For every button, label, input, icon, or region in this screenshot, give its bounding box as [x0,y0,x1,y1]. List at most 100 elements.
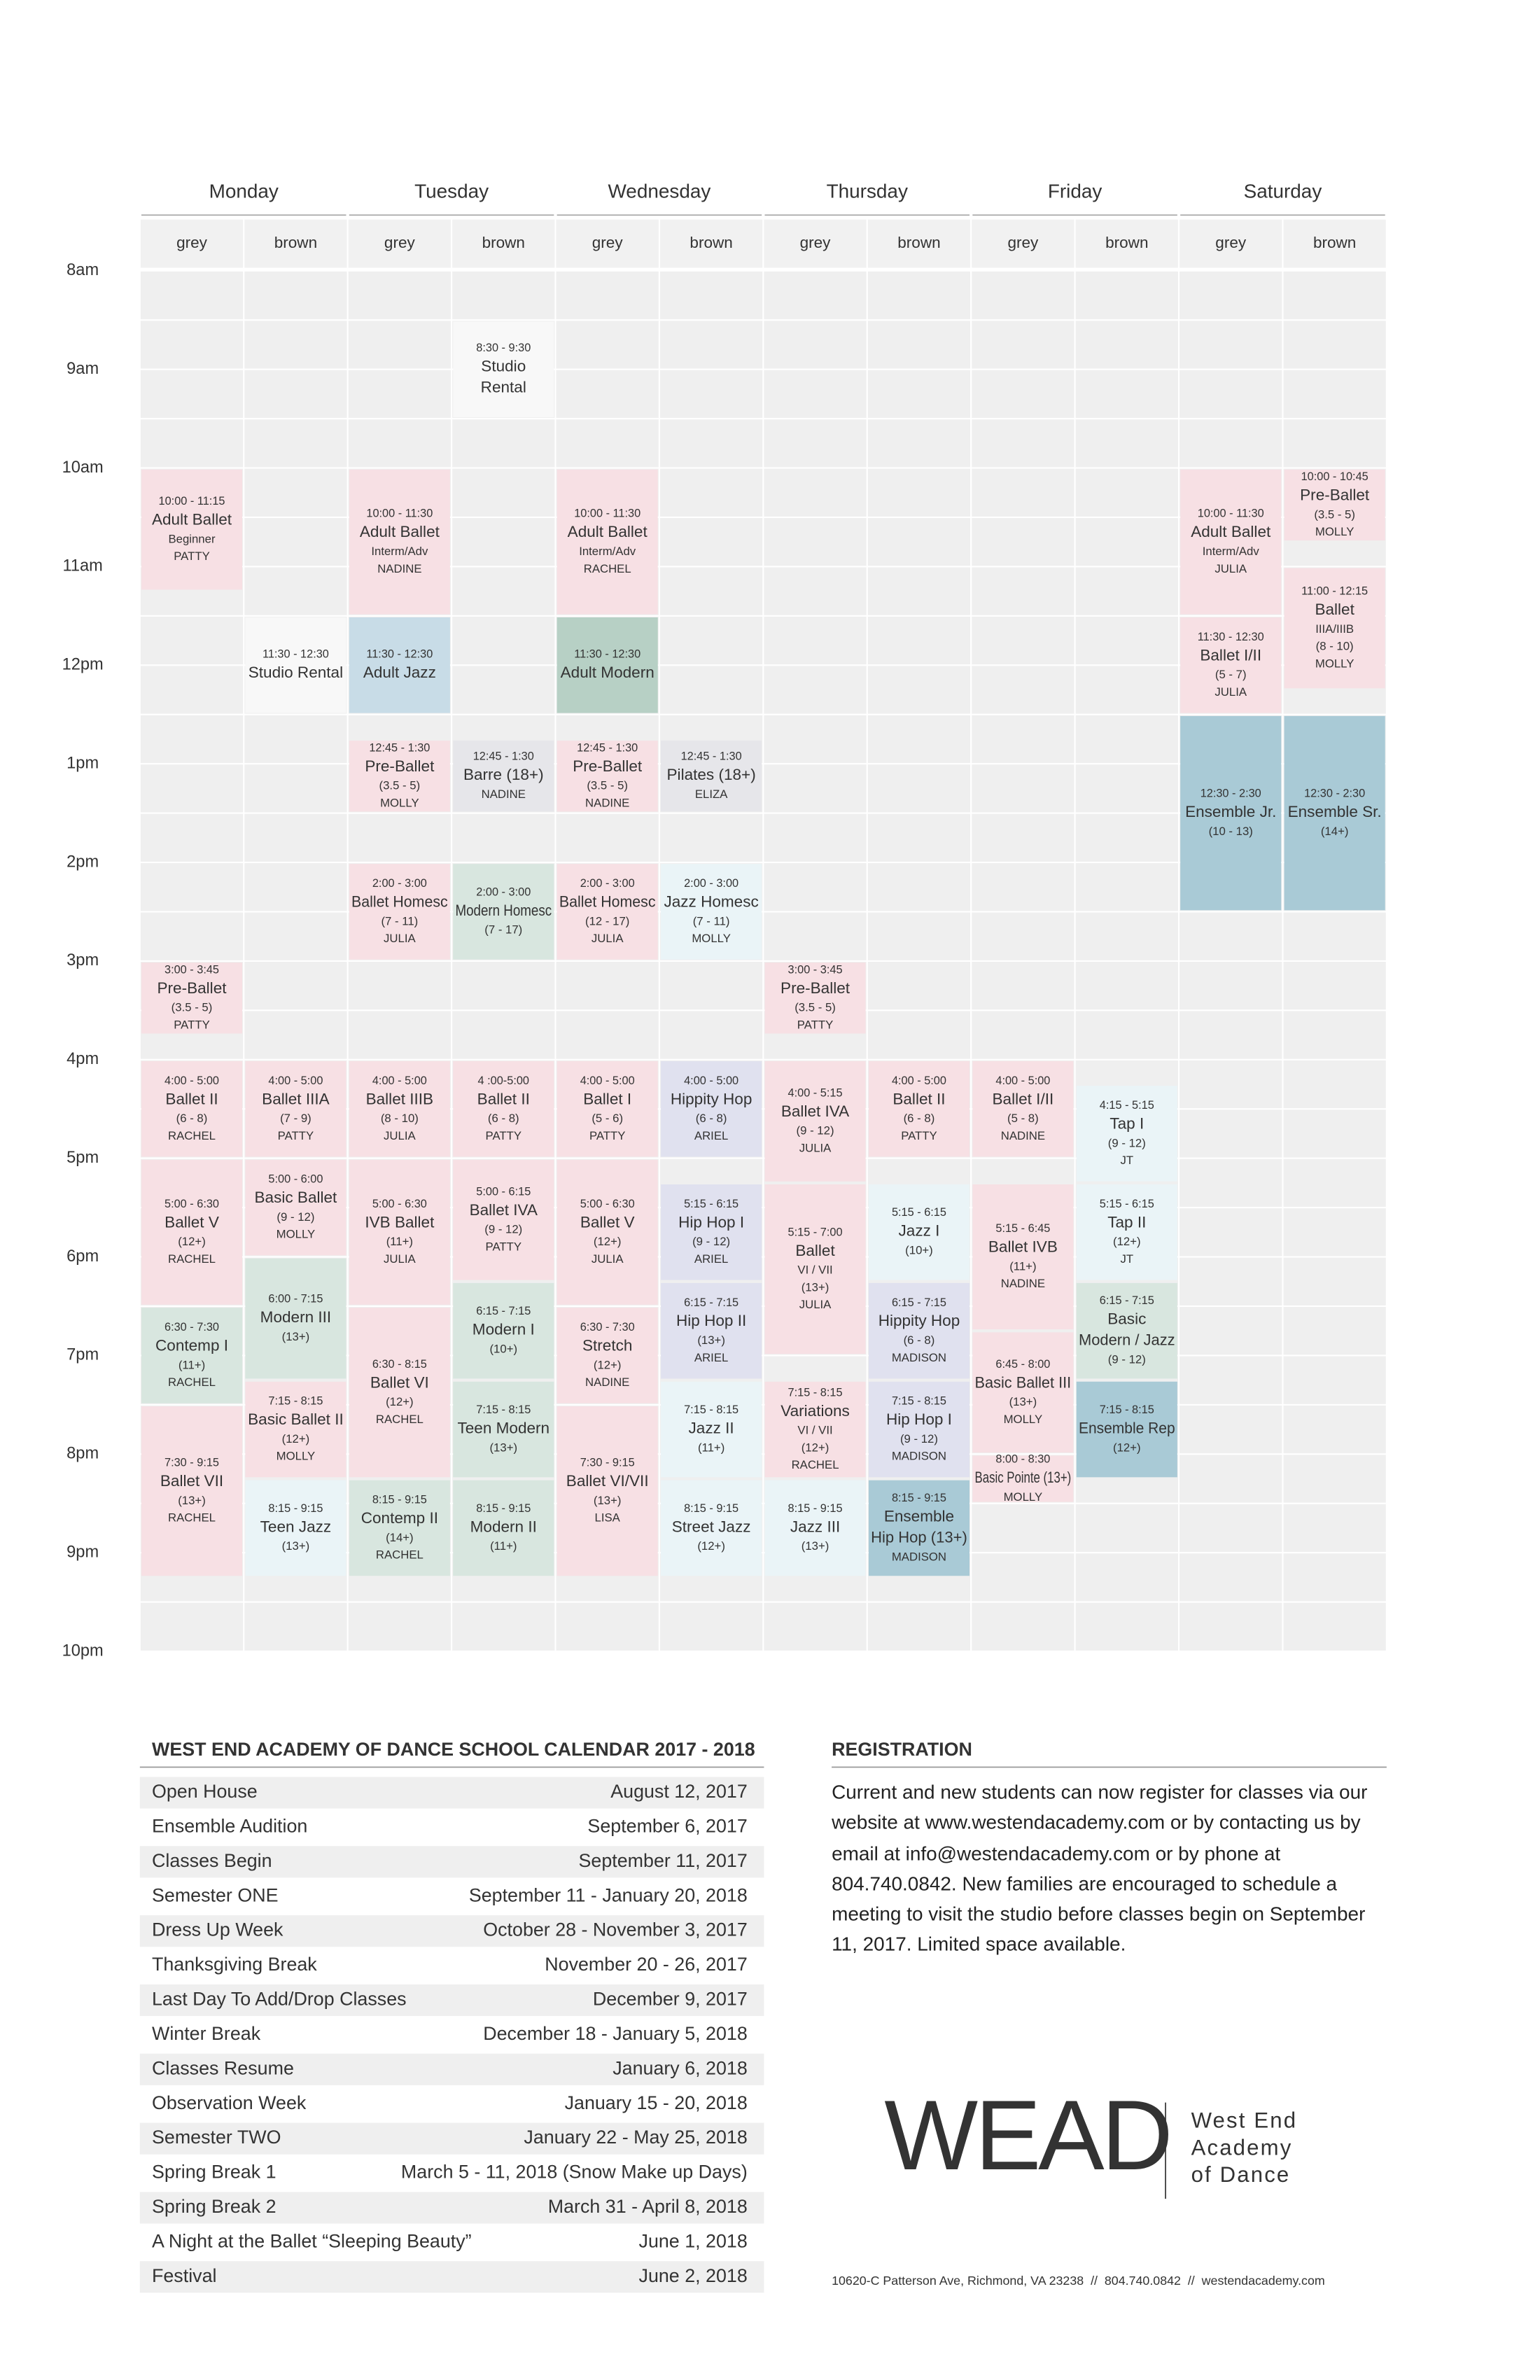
grid-cell [1180,419,1282,468]
class-line: Ballet [1315,601,1354,618]
grid-cell [348,813,451,862]
class-line: (13+) [1009,1395,1037,1408]
class-block [245,1060,346,1157]
class-block [661,1060,762,1157]
class-line: RACHEL [168,1129,216,1142]
class-line: (9 - 12) [1108,1136,1146,1149]
grid-cell [244,1011,347,1059]
class-line: (11+) [1009,1259,1036,1273]
class-time: 12:45 - 1:30 [369,741,430,754]
day-name: Thursday [827,180,908,202]
class-line: NADINE [1001,1277,1045,1290]
class-line: RACHEL [376,1413,424,1426]
grid-cell [867,961,971,1010]
grid-cell [140,715,244,764]
class-time: 6:15 - 7:15 [684,1296,738,1309]
class-block [245,1159,346,1256]
grid-cell [452,271,555,320]
grid-cell [140,666,244,714]
class-line: MOLLY [1315,525,1354,538]
class-line: Hip Hop I [886,1410,952,1428]
grid-cell [972,715,1074,764]
class-block [1180,617,1282,713]
grid-cell [556,271,659,320]
class-line: Teen Modern [457,1419,550,1436]
class-block [349,1159,450,1305]
grid-cell [452,518,555,566]
class-time: 5:00 - 6:15 [476,1185,531,1198]
class-line: Modern II [470,1518,537,1535]
class-line: Ensemble Jr. [1185,803,1276,820]
grid-cell [1180,1307,1282,1355]
calendar-date: March 5 - 11, 2018 (Snow Make up Days) [401,2162,748,2183]
grid-cell [1283,370,1386,419]
class-block [141,1406,243,1576]
class-line: MOLLY [1004,1413,1043,1426]
room-name: brown [274,234,317,251]
grid-cell [867,370,971,419]
grid-cell [244,419,347,468]
class-line: (8 - 10) [1316,640,1354,653]
calendar-event: Festival [152,2265,217,2286]
class-block [972,1455,1074,1502]
room-header [140,219,244,268]
grid-cell [1075,1504,1178,1553]
grid-cell [140,813,244,862]
class-line: PATTY [174,550,210,563]
class-line: MADISON [892,1450,946,1463]
grid-cell [244,863,347,911]
class-time: 4:00 - 5:00 [372,1074,427,1087]
class-line: (6 - 8) [904,1112,935,1125]
grid-cell [1075,1553,1178,1602]
grid-cell [972,666,1074,714]
grid-cell [140,863,244,911]
grid-cell [452,567,555,615]
grid-cell [1283,1011,1386,1059]
room-name: brown [897,234,940,251]
class-block [556,617,658,713]
class-line: (11+) [178,1358,205,1371]
class-line: JULIA [384,1129,416,1142]
calendar-event: Spring Break 1 [152,2162,276,2183]
room-header [556,219,659,268]
class-line: MADISON [892,1351,946,1364]
room-header [659,219,763,268]
class-time: 7:15 - 8:15 [268,1395,323,1408]
class-block [556,741,658,812]
grid-cell [140,1602,244,1651]
day-name: Saturday [1244,180,1322,202]
class-block [245,1381,346,1478]
class-line: VI / VII [797,1264,832,1277]
class-time: 4:00 - 5:00 [164,1074,219,1087]
time-label: 3pm [66,951,99,969]
class-line: Modern Homesc [455,902,552,919]
class-time: 2:00 - 3:00 [372,877,427,890]
class-line: Ballet [795,1242,835,1259]
grid-cell [556,419,659,468]
grid-cell [867,715,971,764]
grid-cell [1075,518,1178,566]
grid-cell [659,321,763,369]
class-block [868,1184,970,1280]
class-line: RACHEL [792,1458,839,1471]
class-line: (6 - 8) [488,1112,519,1125]
class-line: (13+) [282,1330,310,1343]
room-header [972,219,1074,268]
class-block [349,864,450,960]
grid-cell [972,813,1074,862]
class-line: Contemp II [361,1509,438,1527]
grid-cell [556,370,659,419]
class-line: Adult Modern [561,664,654,681]
class-block [453,321,554,417]
class-block [661,1381,762,1478]
class-block [661,864,762,960]
class-line: Modern / Jazz [1079,1331,1175,1349]
class-time: 11:30 - 12:30 [262,648,329,661]
class-time: 7:15 - 8:15 [1100,1404,1154,1416]
grid-cell [244,567,347,615]
class-line: (11+) [386,1235,413,1248]
calendar-date: March 31 - April 8, 2018 [548,2196,748,2217]
class-block [556,864,658,960]
class-line: Stretch [582,1336,632,1354]
grid-cell [452,616,555,665]
